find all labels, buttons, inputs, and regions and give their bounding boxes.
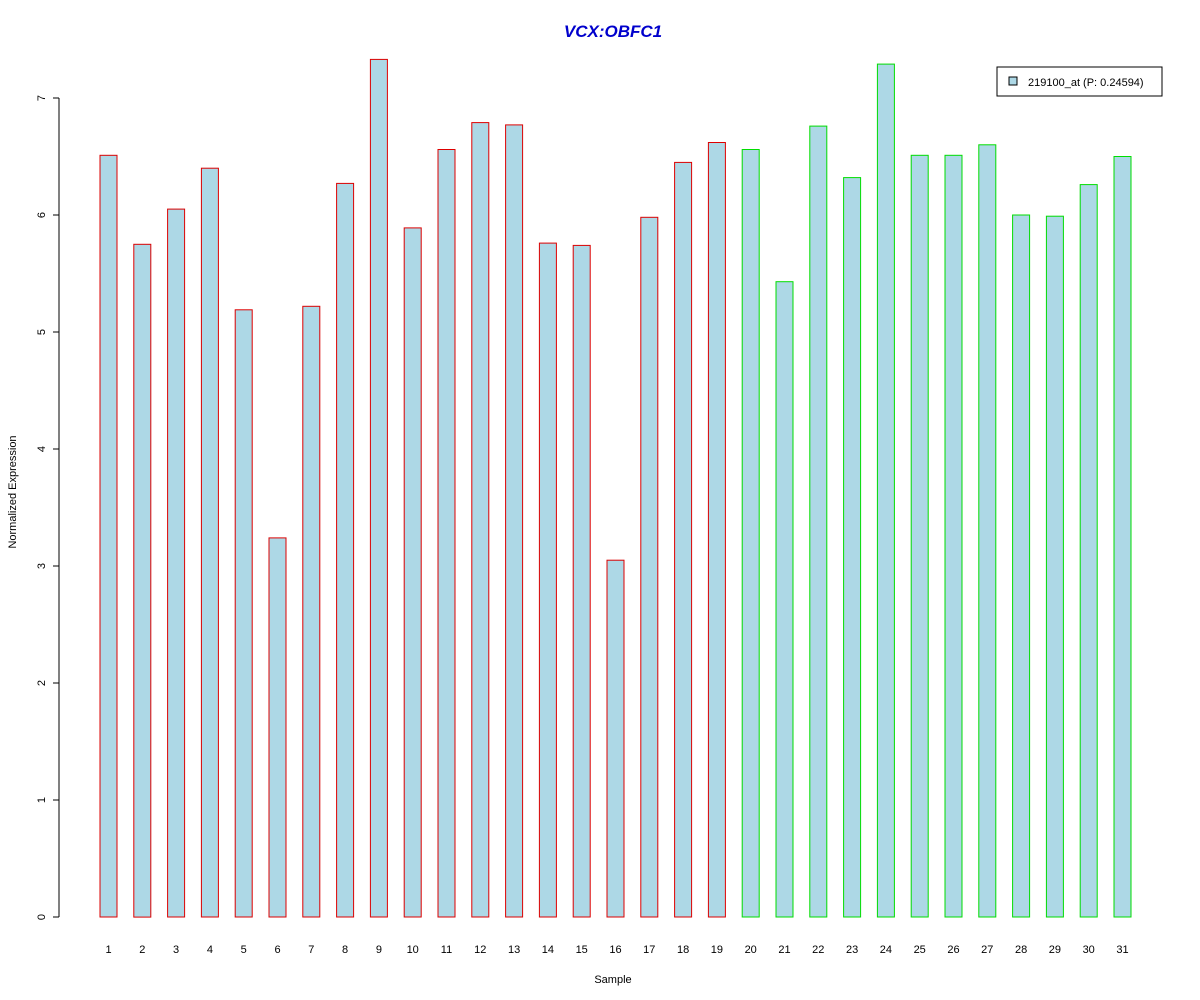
x-tick-label: 3: [173, 944, 179, 956]
bar-sample-5: [234, 309, 253, 918]
x-tick-label: 6: [274, 944, 280, 956]
bar-sample-3: [167, 208, 186, 918]
y-tick-label: 6: [36, 212, 48, 218]
bar-sample-4: [200, 167, 219, 918]
bar-sample-20: [741, 149, 760, 918]
bar-sample-28: [1012, 214, 1031, 918]
y-tick-label: 7: [36, 95, 48, 101]
bar-sample-12: [471, 122, 490, 918]
bar-sample-10: [403, 227, 422, 918]
x-tick-label: 18: [677, 944, 689, 956]
bar-sample-19: [707, 142, 726, 918]
x-tick-label: 12: [474, 944, 486, 956]
chart-title: VCX:OBFC1: [564, 22, 662, 41]
legend: 219100_at (P: 0.24594): [996, 66, 1163, 97]
y-tick-label: 4: [36, 446, 48, 452]
x-tick-label: 4: [207, 944, 213, 956]
x-tick-label: 10: [407, 944, 419, 956]
bar-sample-24: [876, 63, 895, 918]
x-tick-label: 21: [778, 944, 790, 956]
y-tick-label: 0: [36, 914, 48, 920]
x-tick-label: 15: [576, 944, 588, 956]
y-axis-label: Normalized Expression: [7, 435, 19, 548]
bar-sample-1: [99, 154, 118, 918]
y-tick-label: 1: [36, 797, 48, 803]
x-axis-label: Sample: [594, 974, 631, 986]
bar-sample-9: [369, 58, 388, 918]
bar-sample-11: [437, 149, 456, 918]
y-tick-label: 2: [36, 680, 48, 686]
x-tick-label: 9: [376, 944, 382, 956]
bar-sample-14: [538, 242, 557, 918]
bar-sample-18: [674, 161, 693, 918]
x-tick-label: 13: [508, 944, 520, 956]
bar-sample-2: [133, 243, 152, 918]
x-tick-label: 5: [241, 944, 247, 956]
bar-sample-26: [944, 154, 963, 918]
bar-sample-29: [1045, 215, 1064, 918]
legend-entry: 219100_at (P: 0.24594): [1028, 77, 1144, 89]
x-tick-label: 26: [947, 944, 959, 956]
bar-sample-23: [843, 177, 862, 918]
x-tick-label: 17: [643, 944, 655, 956]
x-tick-labels: 1 2 3 4 5 6 7 8 9 10 11 12 13 14 15 16 17 18 19 20 21 22 23 24 2…: [105, 944, 1128, 956]
bar-sample-27: [978, 144, 997, 918]
bar-sample-8: [336, 182, 355, 918]
x-tick-label: 24: [880, 944, 892, 956]
x-tick-label: 16: [609, 944, 621, 956]
y-axis: 0 1 2 3 4 5 6 7: [36, 95, 60, 920]
x-tick-label: 20: [745, 944, 757, 956]
bar-sample-22: [809, 125, 828, 918]
bars: [99, 58, 1132, 918]
bar-sample-16: [606, 559, 625, 918]
bar-sample-7: [302, 305, 321, 918]
x-tick-label: 30: [1083, 944, 1095, 956]
x-tick-label: 2: [139, 944, 145, 956]
x-tick-label: 23: [846, 944, 858, 956]
legend-swatch: [1008, 76, 1018, 86]
y-tick-label: 5: [36, 329, 48, 335]
x-tick-label: 22: [812, 944, 824, 956]
x-tick-label: 29: [1049, 944, 1061, 956]
bar-sample-15: [572, 244, 591, 918]
bar-sample-21: [775, 281, 794, 918]
bar-sample-6: [268, 537, 287, 918]
bar-sample-31: [1113, 156, 1132, 918]
bar-sample-17: [640, 216, 659, 918]
legend-box: [996, 66, 1163, 97]
x-tick-label: 19: [711, 944, 723, 956]
bar-sample-25: [910, 154, 929, 918]
x-tick-label: 7: [308, 944, 314, 956]
x-tick-label: 31: [1116, 944, 1128, 956]
x-tick-label: 1: [105, 944, 111, 956]
x-tick-label: 25: [914, 944, 926, 956]
y-tick-label: 3: [36, 563, 48, 569]
bar-sample-30: [1079, 184, 1098, 918]
x-tick-label: 8: [342, 944, 348, 956]
x-tick-label: 27: [981, 944, 993, 956]
bar-sample-13: [505, 124, 524, 918]
x-tick-label: 14: [542, 944, 554, 956]
x-tick-label: 28: [1015, 944, 1027, 956]
x-tick-label: 11: [441, 944, 452, 956]
